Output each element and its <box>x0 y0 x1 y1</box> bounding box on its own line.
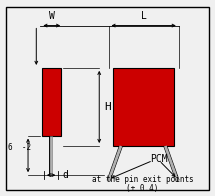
Text: H: H <box>104 102 111 112</box>
Text: at the pin exit points: at the pin exit points <box>92 175 194 184</box>
Text: (± 0.4): (± 0.4) <box>126 184 159 193</box>
Text: L: L <box>141 11 147 21</box>
Text: 6  -2: 6 -2 <box>8 143 32 152</box>
Bar <box>43 68 61 136</box>
Text: W: W <box>49 11 55 21</box>
Text: d: d <box>63 170 68 180</box>
Bar <box>113 68 174 146</box>
Text: PCM: PCM <box>150 154 168 164</box>
